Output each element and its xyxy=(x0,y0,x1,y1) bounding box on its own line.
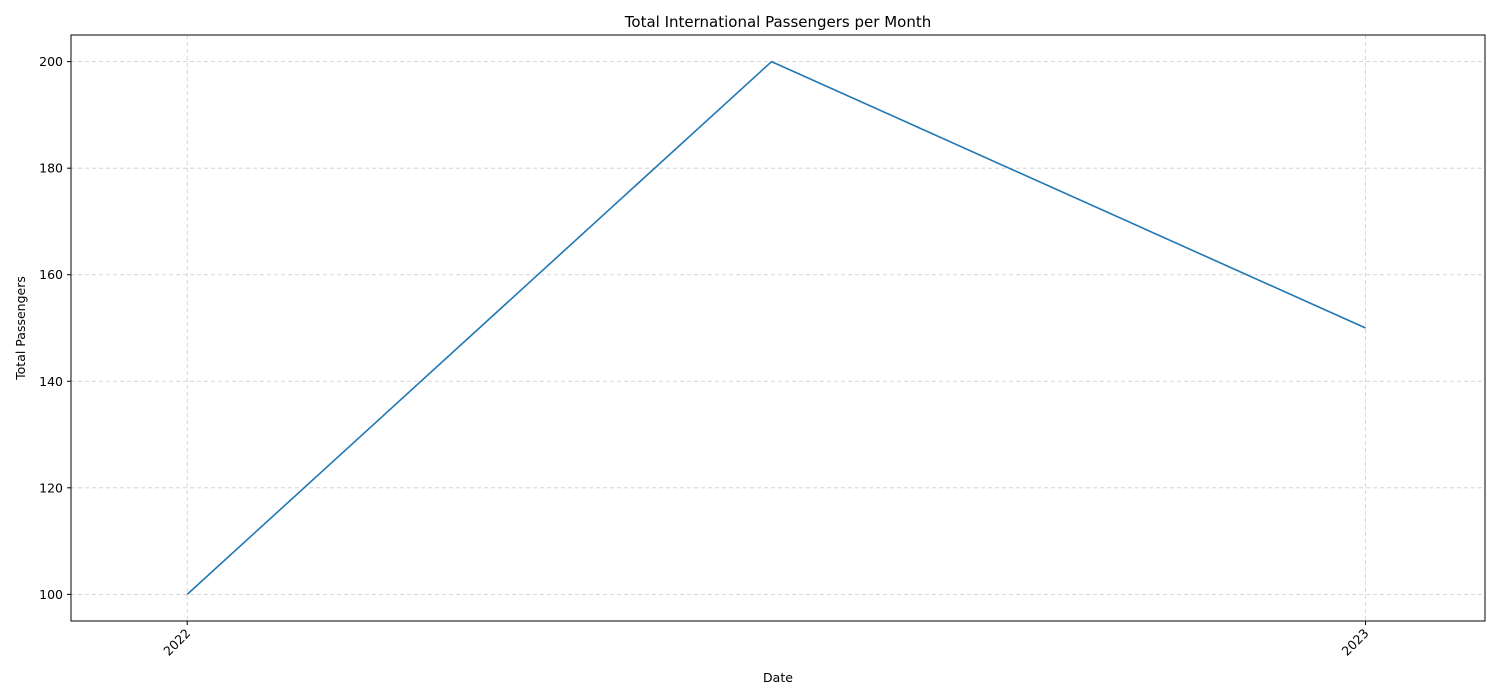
y-tick-label: 100 xyxy=(39,587,63,602)
x-axis-label: Date xyxy=(763,670,793,685)
x-tick-label: 2023 xyxy=(1339,626,1372,659)
grid-layer xyxy=(71,35,1485,621)
x-tick-label: 2022 xyxy=(160,626,193,659)
chart-title: Total International Passengers per Month xyxy=(624,13,931,31)
series-layer xyxy=(186,60,1366,595)
y-tick-label: 140 xyxy=(39,374,63,389)
ticks-layer: 100 120 140 160 180 200 2022 2023 xyxy=(39,54,1372,658)
axes-frame xyxy=(70,34,1486,622)
y-tick-label: 200 xyxy=(39,54,63,69)
y-tick-label: 120 xyxy=(39,480,63,495)
y-tick-label: 180 xyxy=(39,161,63,176)
series-line xyxy=(186,60,1366,595)
y-tick-label: 160 xyxy=(39,267,63,282)
y-axis-label: Total Passengers xyxy=(13,276,28,381)
